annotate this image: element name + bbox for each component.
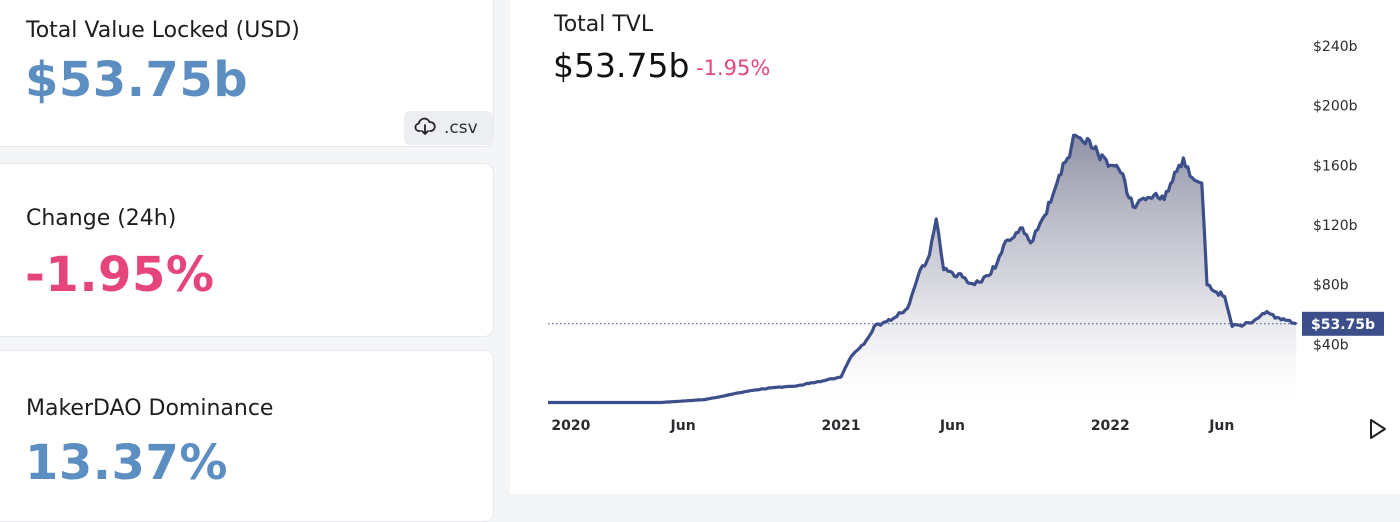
- tvl-series-line: [548, 133, 1297, 405]
- tvl-chart[interactable]: $40b $80b $120b $160b $200b $240b 2020 Jun 2021…: [0, 0, 1400, 494]
- download-icon: [414, 116, 436, 140]
- dominance-label: MakerDAO Dominance: [26, 396, 274, 421]
- change-card: Change (24h) -1.95%: [0, 163, 494, 337]
- y-tick-label: $40b: [1313, 337, 1349, 353]
- x-tick-label: Jun: [670, 418, 696, 434]
- x-tick-label: Jun: [939, 418, 965, 434]
- tvl-value: $53.75b: [25, 52, 249, 108]
- tvl-label: Total Value Locked (USD): [26, 18, 300, 43]
- change-value: -1.95%: [25, 247, 215, 303]
- x-tick-label: Jun: [1208, 418, 1234, 434]
- tvl-card: Total Value Locked (USD) $53.75b: [0, 0, 494, 147]
- current-value-badge: [1302, 311, 1384, 336]
- current-value-label: $53.75b: [1311, 317, 1375, 333]
- y-tick-label: $200b: [1313, 99, 1358, 115]
- play-icon[interactable]: [1368, 418, 1388, 444]
- chart-current-value: $53.75b: [553, 46, 690, 85]
- chart-title: Total TVL: [554, 12, 654, 37]
- csv-label: .csv: [444, 118, 478, 138]
- y-tick-label: $240b: [1313, 39, 1358, 55]
- x-tick-label: 2021: [822, 418, 861, 434]
- dominance-value: 13.37%: [25, 435, 228, 491]
- y-tick-label: $80b: [1313, 278, 1349, 294]
- chart-change: -1.95%: [696, 56, 771, 80]
- stats-column: Total Value Locked (USD) $53.75b .csv Ch…: [0, 0, 500, 522]
- x-tick-label: 2022: [1091, 418, 1130, 434]
- y-tick-label: $120b: [1313, 218, 1358, 234]
- change-label: Change (24h): [26, 206, 177, 231]
- x-tick-label: 2020: [551, 418, 590, 434]
- chart-panel: Total TVL $53.75b -1.95%: [510, 0, 1400, 494]
- csv-download-button[interactable]: .csv: [404, 111, 493, 145]
- y-tick-label: $160b: [1313, 158, 1358, 174]
- dominance-card: MakerDAO Dominance 13.37%: [0, 350, 494, 522]
